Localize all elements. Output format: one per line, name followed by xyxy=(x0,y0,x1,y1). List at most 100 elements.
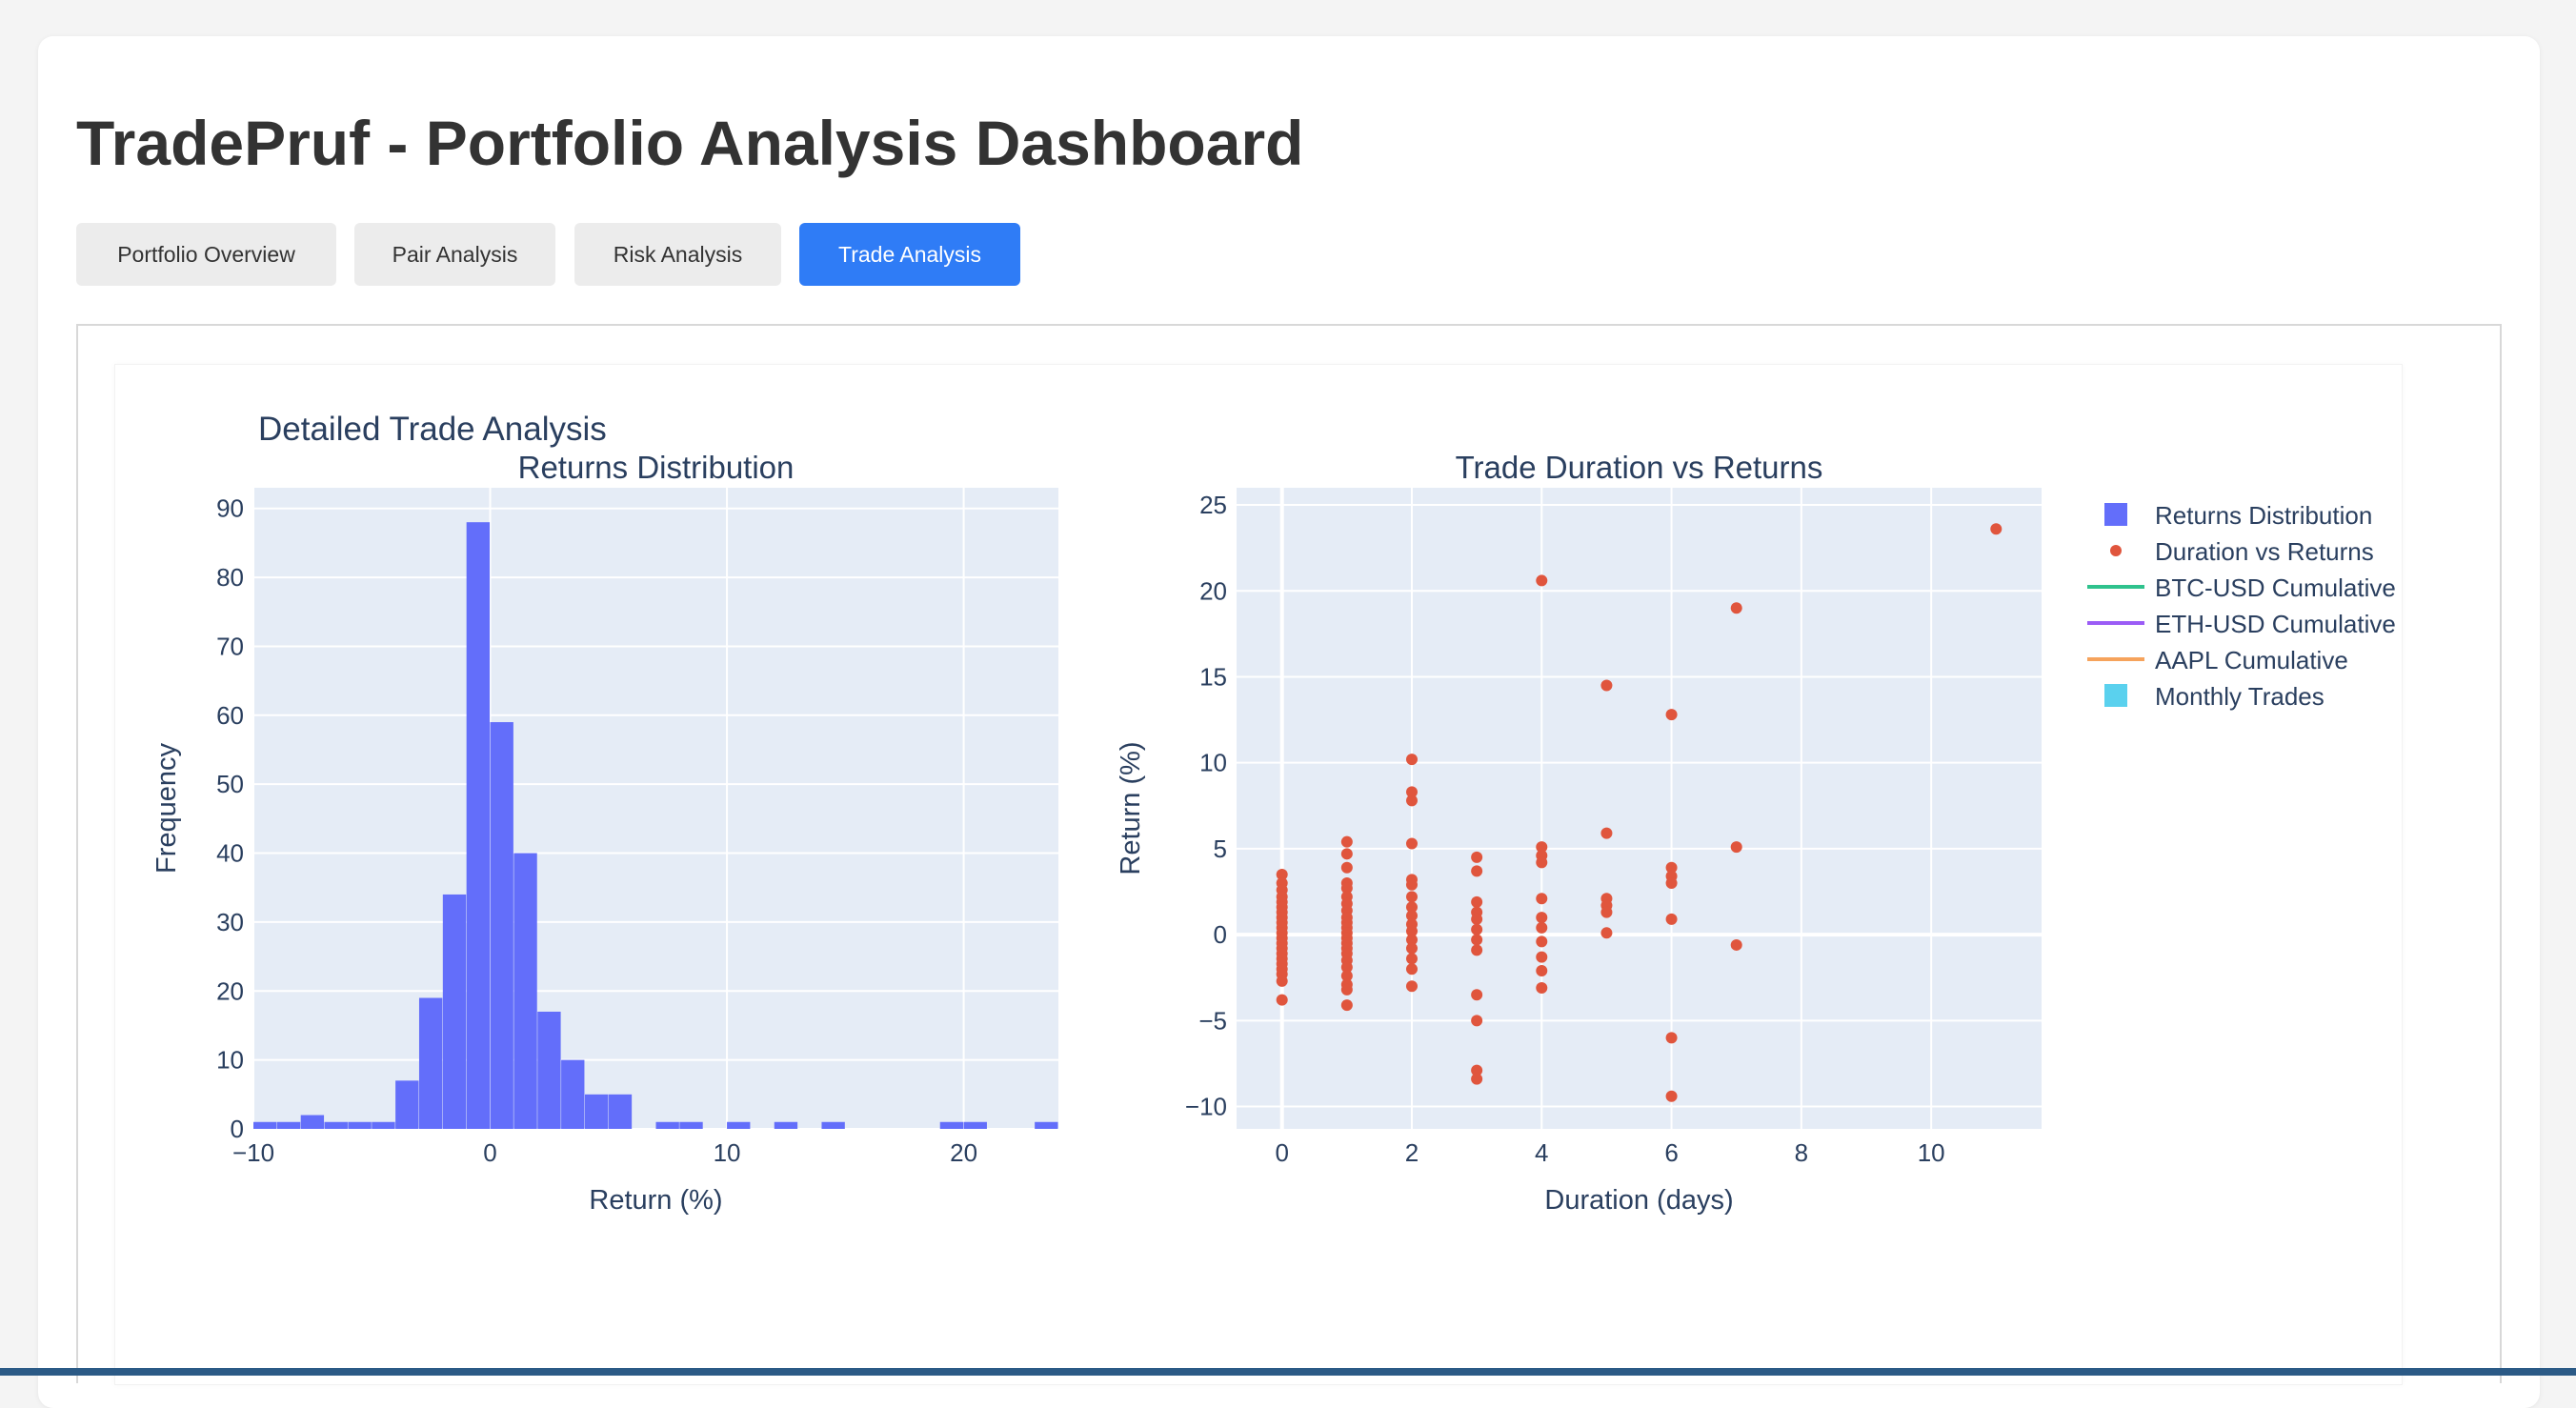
histogram-bar xyxy=(442,894,467,1129)
scatter-point xyxy=(1340,999,1353,1012)
tab-pair-analysis[interactable]: Pair Analysis xyxy=(354,223,555,286)
histogram-bar xyxy=(324,1121,348,1129)
y-tick-label: 20 xyxy=(216,976,244,1005)
tab-risk-analysis[interactable]: Risk Analysis xyxy=(574,223,781,286)
legend-item[interactable]: Monthly Trades xyxy=(2104,682,2324,711)
y-tick-label: 0 xyxy=(1214,920,1227,949)
x-tick-label: 6 xyxy=(1664,1138,1678,1167)
scatter-point xyxy=(1471,865,1483,877)
histogram-bar xyxy=(963,1121,987,1129)
scatter-point xyxy=(1600,827,1613,839)
scatter-point xyxy=(1600,927,1613,939)
scatter-point xyxy=(1600,906,1613,918)
y-tick-label: 15 xyxy=(1199,662,1227,691)
scatter-point xyxy=(1276,975,1288,987)
scatter-point xyxy=(1405,901,1418,914)
legend-item[interactable]: Duration vs Returns xyxy=(2110,537,2374,566)
scatter-point xyxy=(1665,1090,1678,1102)
y-tick-label: 0 xyxy=(231,1115,244,1143)
scatter-point xyxy=(1340,835,1353,848)
scatter-point xyxy=(1405,925,1418,937)
histogram-bar xyxy=(395,1080,419,1129)
scatter-point xyxy=(1665,913,1678,925)
plot-area xyxy=(253,488,1058,1129)
histogram-bar xyxy=(348,1121,372,1129)
tab-trade-analysis[interactable]: Trade Analysis xyxy=(799,223,1020,286)
y-axis-label: Frequency xyxy=(151,742,182,874)
scatter-point xyxy=(1471,913,1483,925)
histogram-bar xyxy=(727,1121,751,1129)
scatter-points xyxy=(1276,523,2002,1102)
x-tick-label: −10 xyxy=(232,1138,274,1167)
scatter-point xyxy=(1340,961,1353,974)
scatter-point xyxy=(1471,923,1483,935)
histogram-bar xyxy=(655,1121,679,1129)
subplot-title: Returns Distribution xyxy=(518,450,795,485)
scatter-point xyxy=(1471,1015,1483,1027)
histogram-bar xyxy=(276,1121,301,1129)
scatter-point xyxy=(1405,786,1418,798)
subplot-title: Trade Duration vs Returns xyxy=(1456,450,1823,485)
x-tick-label: 2 xyxy=(1405,1138,1419,1167)
histogram-bars xyxy=(253,522,1058,1129)
scatter-point xyxy=(1405,980,1418,993)
scatter-point xyxy=(1471,1064,1483,1076)
scatter-point xyxy=(1665,861,1678,874)
scatter-point xyxy=(1405,910,1418,922)
histogram-bar xyxy=(418,997,443,1129)
histogram-bar xyxy=(939,1121,964,1129)
histogram-bar xyxy=(537,1011,561,1129)
histogram-bar xyxy=(584,1094,609,1129)
histogram-bar xyxy=(372,1121,395,1129)
legend-label: Returns Distribution xyxy=(2155,501,2372,530)
tab-portfolio-overview[interactable]: Portfolio Overview xyxy=(76,223,336,286)
histogram-bar xyxy=(679,1121,703,1129)
y-tick-label: 40 xyxy=(216,839,244,868)
scatter-point xyxy=(1536,921,1548,934)
x-axis-label: Duration (days) xyxy=(1544,1185,1733,1216)
histogram-bar xyxy=(561,1059,585,1129)
legend-item[interactable]: Returns Distribution xyxy=(2104,501,2372,530)
scatter-point xyxy=(1340,983,1353,996)
legend-label: AAPL Cumulative xyxy=(2155,646,2348,674)
scatter-point xyxy=(1665,1032,1678,1044)
figure-title: Detailed Trade Analysis xyxy=(258,411,607,448)
page-title: TradePruf - Portfolio Analysis Dashboard xyxy=(76,108,1304,178)
x-axis-label: Return (%) xyxy=(589,1185,722,1216)
scatter-point xyxy=(1405,963,1418,976)
legend-swatch xyxy=(2104,503,2127,526)
histogram-bar xyxy=(513,853,537,1129)
legend-label: ETH-USD Cumulative xyxy=(2155,610,2396,638)
legend-item[interactable]: BTC-USD Cumulative xyxy=(2087,573,2396,602)
x-tick-label: 8 xyxy=(1795,1138,1808,1167)
scatter-point xyxy=(1536,893,1548,905)
scatter-point xyxy=(1600,679,1613,692)
histogram-bar xyxy=(253,1121,277,1129)
scatter-point xyxy=(1536,982,1548,995)
y-tick-label: 25 xyxy=(1199,491,1227,519)
legend[interactable]: Returns Distribution Duration vs Returns B… xyxy=(2087,501,2396,711)
scatter-point xyxy=(1405,934,1418,946)
scatter-point xyxy=(1536,856,1548,869)
legend-swatch xyxy=(2104,684,2127,707)
y-tick-label: 30 xyxy=(216,908,244,936)
bottom-strip xyxy=(0,1368,2576,1376)
histogram-bar xyxy=(821,1121,845,1129)
histogram-bar xyxy=(774,1121,798,1129)
y-tick-label: 80 xyxy=(216,563,244,592)
scatter-point xyxy=(1990,523,2002,535)
scatter-point xyxy=(1730,938,1742,951)
scatter-point xyxy=(1536,935,1548,948)
histogram-bar xyxy=(1035,1121,1058,1129)
y-tick-label: 10 xyxy=(216,1046,244,1075)
scatter-point xyxy=(1536,912,1548,924)
y-tick-label: 5 xyxy=(1214,835,1227,863)
legend-item[interactable]: ETH-USD Cumulative xyxy=(2087,610,2396,638)
legend-item[interactable]: AAPL Cumulative xyxy=(2087,646,2348,674)
trade-analysis-figure: Detailed Trade Analysis 0102030405060708… xyxy=(151,411,2396,1216)
scatter-point xyxy=(1471,895,1483,908)
y-tick-label: 60 xyxy=(216,701,244,730)
histogram-bar xyxy=(608,1094,633,1129)
y-tick-label: 10 xyxy=(1199,749,1227,777)
